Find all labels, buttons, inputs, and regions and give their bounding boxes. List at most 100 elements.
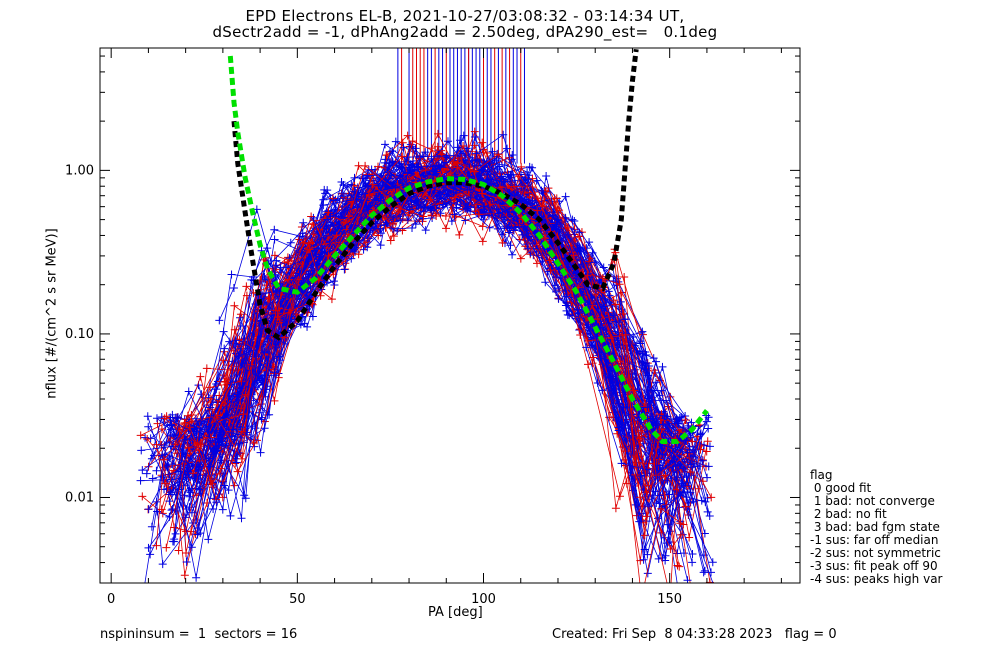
data-point <box>523 168 532 177</box>
data-point <box>698 477 707 486</box>
data-point <box>273 313 282 322</box>
data-point <box>484 211 493 220</box>
data-point <box>160 441 169 450</box>
data-point <box>478 222 487 231</box>
data-point <box>678 423 687 432</box>
data-point <box>183 411 192 420</box>
data-point <box>587 301 596 310</box>
data-point <box>344 212 353 221</box>
data-point <box>673 561 682 570</box>
data-point <box>483 170 492 179</box>
data-point <box>561 192 570 201</box>
legend-item: 2 bad: no fit <box>810 507 887 521</box>
chart-title-line1: EPD Electrons EL-B, 2021-10-27/03:08:32 … <box>245 7 685 25</box>
data-point <box>405 163 414 172</box>
data-point <box>707 493 716 502</box>
data-point <box>214 438 223 447</box>
data-point <box>524 232 533 241</box>
data-point <box>672 414 681 423</box>
data-point <box>260 424 269 433</box>
data-point <box>407 196 416 205</box>
data-point <box>180 571 189 580</box>
data-point <box>456 136 465 145</box>
data-point <box>143 434 152 443</box>
data-point <box>650 386 659 395</box>
data-point <box>455 230 464 239</box>
data-point <box>202 364 211 373</box>
data-point <box>184 443 193 452</box>
data-point <box>568 215 577 224</box>
data-point <box>396 205 405 214</box>
data-point <box>433 129 442 138</box>
data-point <box>161 450 170 459</box>
data-point <box>361 161 370 170</box>
data-point <box>574 309 583 318</box>
data-point <box>555 225 564 234</box>
data-point <box>437 194 446 203</box>
data-point <box>235 335 244 344</box>
data-point <box>225 337 234 346</box>
data-point <box>138 466 147 475</box>
data-point <box>185 503 194 512</box>
data-point <box>162 412 171 421</box>
data-point <box>478 189 487 198</box>
data-point <box>326 212 335 221</box>
data-point <box>136 476 145 485</box>
data-point <box>452 203 461 212</box>
data-point <box>421 226 430 235</box>
data-point <box>136 431 145 440</box>
data-point <box>661 471 670 480</box>
data-point <box>622 479 631 488</box>
data-point <box>655 491 664 500</box>
data-point <box>413 200 422 209</box>
data-point <box>295 269 304 278</box>
data-point <box>675 562 684 571</box>
data-point <box>660 411 669 420</box>
data-point <box>584 320 593 329</box>
data-series-line <box>165 165 684 583</box>
data-point <box>585 238 594 247</box>
data-point <box>399 143 408 152</box>
data-point <box>681 412 690 421</box>
data-point <box>664 520 673 529</box>
data-point <box>657 386 666 395</box>
data-point <box>282 263 291 272</box>
data-point <box>639 555 648 564</box>
data-point <box>229 283 238 292</box>
data-point <box>157 505 166 514</box>
data-point <box>389 213 398 222</box>
data-point <box>242 282 251 291</box>
data-point <box>590 258 599 267</box>
data-point <box>433 142 442 151</box>
data-point <box>611 300 620 309</box>
data-point <box>679 520 688 529</box>
data-point <box>703 437 712 446</box>
data-point <box>688 437 697 446</box>
x-axis-label: PA [deg] <box>428 605 483 620</box>
data-point <box>698 456 707 465</box>
data-series-line <box>172 154 688 492</box>
data-point <box>475 171 484 180</box>
y-tick-label: 0.01 <box>65 490 94 505</box>
data-point <box>152 440 161 449</box>
data-point <box>396 215 405 224</box>
data-point <box>286 238 295 247</box>
data-point <box>361 189 370 198</box>
data-point <box>494 150 503 159</box>
data-point <box>166 415 175 424</box>
data-point <box>657 424 666 433</box>
data-point <box>270 225 279 234</box>
data-point <box>658 421 667 430</box>
data-point <box>215 316 224 325</box>
data-point <box>419 212 428 221</box>
data-point <box>528 163 537 172</box>
data-point <box>167 421 176 430</box>
data-point <box>681 502 690 511</box>
data-point <box>391 183 400 192</box>
data-point <box>542 171 551 180</box>
data-point <box>705 512 714 521</box>
data-point <box>638 327 647 336</box>
data-point <box>604 298 613 307</box>
data-point <box>688 558 697 567</box>
data-point <box>237 514 246 523</box>
